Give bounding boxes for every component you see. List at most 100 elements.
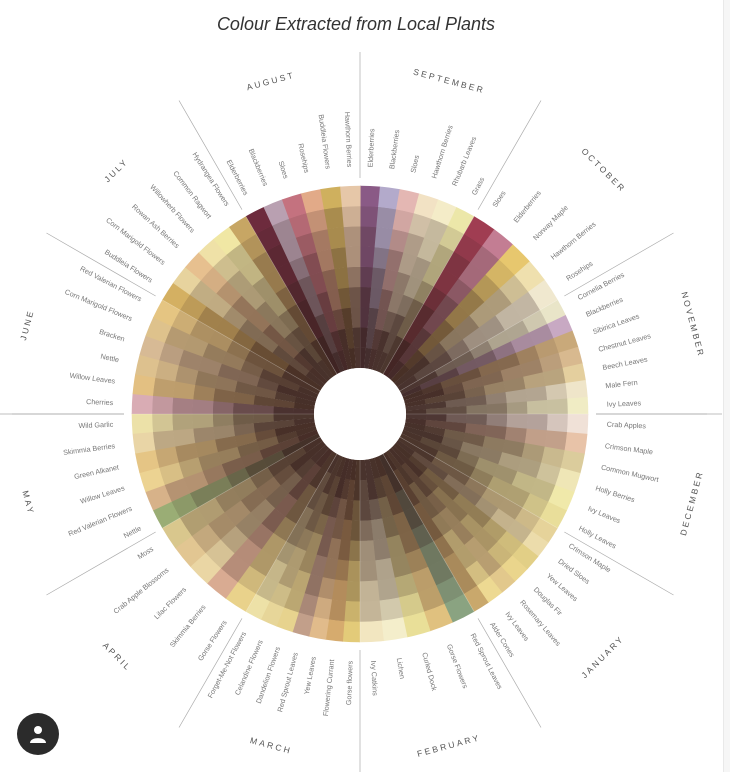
wheel-segment-january-crimson-maple	[414, 447, 436, 464]
wheel-segment-december-holly-berries	[403, 425, 425, 437]
wheel-segment-january-yew-leaves	[423, 467, 444, 487]
plant-label: Gorse Flowers	[196, 618, 229, 662]
wheel-divider	[382, 453, 475, 612]
wheel-segment-january-crimson-maple	[531, 517, 558, 544]
wheel-segment-june-nettle	[254, 386, 277, 399]
wheel-segment-december-crimson-maple	[464, 423, 487, 437]
wheel-segment-march-forget-me-not-flowers	[326, 453, 341, 474]
wheel-segment-january-alder-cones	[433, 535, 455, 560]
wheel-segment-december-holly-leaves	[504, 484, 531, 509]
wheel-segment-october-hawthorn-berries	[409, 355, 431, 376]
wheel-segment-june-cherries	[212, 400, 234, 414]
wheel-segment-december-common-mugwort	[443, 429, 466, 442]
wheel-segment-august-elderberries	[245, 206, 273, 235]
wheel-segment-june-corn-marigold-flowers	[240, 359, 264, 378]
wheel-segment-december-ivy-leaves	[493, 464, 518, 486]
wheel-segment-january-yew-leaves	[497, 530, 523, 556]
wheel-segment-february-gorse-flowers	[380, 474, 396, 497]
wheel-segment-april-gorse-flowers	[261, 532, 287, 560]
wheel-segment-november-chestnut-leaves	[423, 388, 445, 400]
wheel-segment-september-rhubarb-leaves	[417, 237, 440, 263]
wheel-segment-may-red-valerian-flowers	[278, 436, 300, 451]
wheel-segment-july-buddleia-flowers	[197, 305, 224, 331]
wheel-segment-february-ivy-catkins	[359, 540, 376, 562]
wheel-segment-july-corn-marigold-flowers	[239, 318, 264, 342]
wheel-segment-september-grass	[379, 353, 394, 375]
wheel-segment-may-green-alkanet	[234, 432, 257, 447]
wheel-segment-february-red-sprout-leaves	[386, 471, 404, 494]
wheel-segment-october-rosehips	[479, 315, 506, 341]
wheel-segment-july-buddleia-flowers	[284, 364, 306, 381]
wheel-segment-april-crab-apple-blossoms	[256, 476, 281, 500]
wheel-segment-august-sloes	[323, 310, 338, 333]
wheel-segment-september-hawthorn-berries	[403, 232, 425, 257]
wheel-segment-september-elderberries	[360, 205, 379, 228]
month-label-april: APRIL	[101, 640, 134, 673]
wheel-segment-december-common-mugwort	[541, 446, 565, 469]
wheel-segment-february-gorse-flowers	[392, 511, 412, 536]
wheel-segment-november-beech-leaves	[562, 363, 586, 384]
wheel-segment-january-dried-sloes	[506, 519, 532, 545]
wheel-segment-june-corn-marigold-flowers	[297, 385, 319, 399]
wheel-segment-november-male-fern	[565, 379, 588, 400]
wheel-segment-july-common-ragwort	[265, 293, 288, 317]
wheel-segment-july-hydrangea-flowers	[275, 286, 297, 311]
wheel-segment-august-hawthorn-berries	[343, 226, 361, 248]
month-label-january: JANUARY	[579, 633, 626, 680]
wheel-segment-december-holly-berries	[555, 467, 581, 493]
wheel-segment-march-forget-me-not-flowers	[296, 506, 314, 529]
wheel-segment-march-flowering-currant	[349, 459, 357, 481]
wheel-segment-november-chestnut-leaves	[558, 346, 583, 369]
wheel-segment-november-ivy-leaves	[405, 409, 427, 415]
wheel-segment-june-bracken	[178, 349, 203, 371]
wheel-segment-december-holly-leaves	[399, 433, 421, 448]
wheel-segment-august-blackberries	[306, 294, 324, 318]
wheel-segment-march-celandine-flowers	[313, 491, 329, 514]
profile-button[interactable]	[17, 713, 59, 755]
plant-label: Skimmia Berries	[63, 441, 116, 457]
wheel-segment-january-dried-sloes	[490, 508, 516, 532]
wheel-segment-january-crimson-maple	[464, 477, 488, 498]
wheel-segment-october-norway-maple	[390, 364, 410, 384]
wheel-segment-january-alder-cones	[392, 468, 409, 490]
wheel-segment-june-willow-leaves	[273, 398, 295, 409]
wheel-segment-november-chestnut-leaves	[539, 352, 563, 373]
wheel-segment-june-nettle	[194, 370, 219, 389]
wheel-segment-april-lilac-flowers	[250, 498, 276, 524]
wheel-divider	[162, 299, 321, 392]
wheel-segment-august-rosehips	[321, 268, 339, 292]
wheel-segment-march-red-sprout-leaves	[292, 612, 314, 637]
wheel-segment-december-common-mugwort	[560, 450, 585, 474]
wheel-segment-august-rosehips	[327, 288, 342, 311]
wheel-segment-october-sloes	[393, 338, 412, 361]
wheel-segment-february-lichen	[370, 518, 387, 541]
wheel-segment-july-buddleia-flowers	[267, 352, 290, 371]
wheel-segment-november-male-fern	[505, 389, 528, 404]
month-divider	[564, 232, 674, 297]
wheel-segment-may-nettle	[226, 467, 251, 488]
wheel-segment-august-elderberries	[306, 316, 324, 340]
wheel-segment-march-forget-me-not-flowers	[275, 541, 297, 566]
wheel-segment-may-skimmia-berries	[293, 417, 315, 426]
month-divider	[564, 531, 674, 596]
wheel-segment-july-common-ragwort	[317, 359, 334, 379]
wheel-segment-september-sloes	[389, 228, 410, 253]
wheel-segment-august-blackberries	[272, 218, 297, 245]
wheel-segment-april-gorse-flowers	[249, 549, 277, 577]
wheel-segment-january-dried-sloes	[458, 485, 482, 507]
wheel-segment-december-ivy-leaves	[438, 443, 461, 460]
wheel-segment-september-rhubarb-leaves	[403, 275, 423, 300]
wheel-segment-august-blackberries	[263, 199, 290, 226]
wheel-segment-july-buddleia-flowers	[162, 282, 191, 311]
wheel-segment-may-green-alkanet	[214, 435, 238, 453]
wheel-divider	[245, 453, 338, 612]
plant-label: Cherries	[86, 397, 114, 407]
wheel-segment-february-red-sprout-leaves	[435, 576, 465, 605]
wheel-segment-october-elderberries	[434, 294, 459, 320]
wheel-segment-april-lilac-flowers	[295, 458, 316, 479]
plant-label: Elderberries	[511, 188, 543, 224]
plant-label: Rosehips	[296, 142, 311, 174]
wheel-segment-august-buddleia-flowers	[323, 206, 345, 230]
wheel-segment-april-moss	[284, 446, 307, 465]
wheel-segment-june-willow-leaves	[172, 380, 196, 400]
